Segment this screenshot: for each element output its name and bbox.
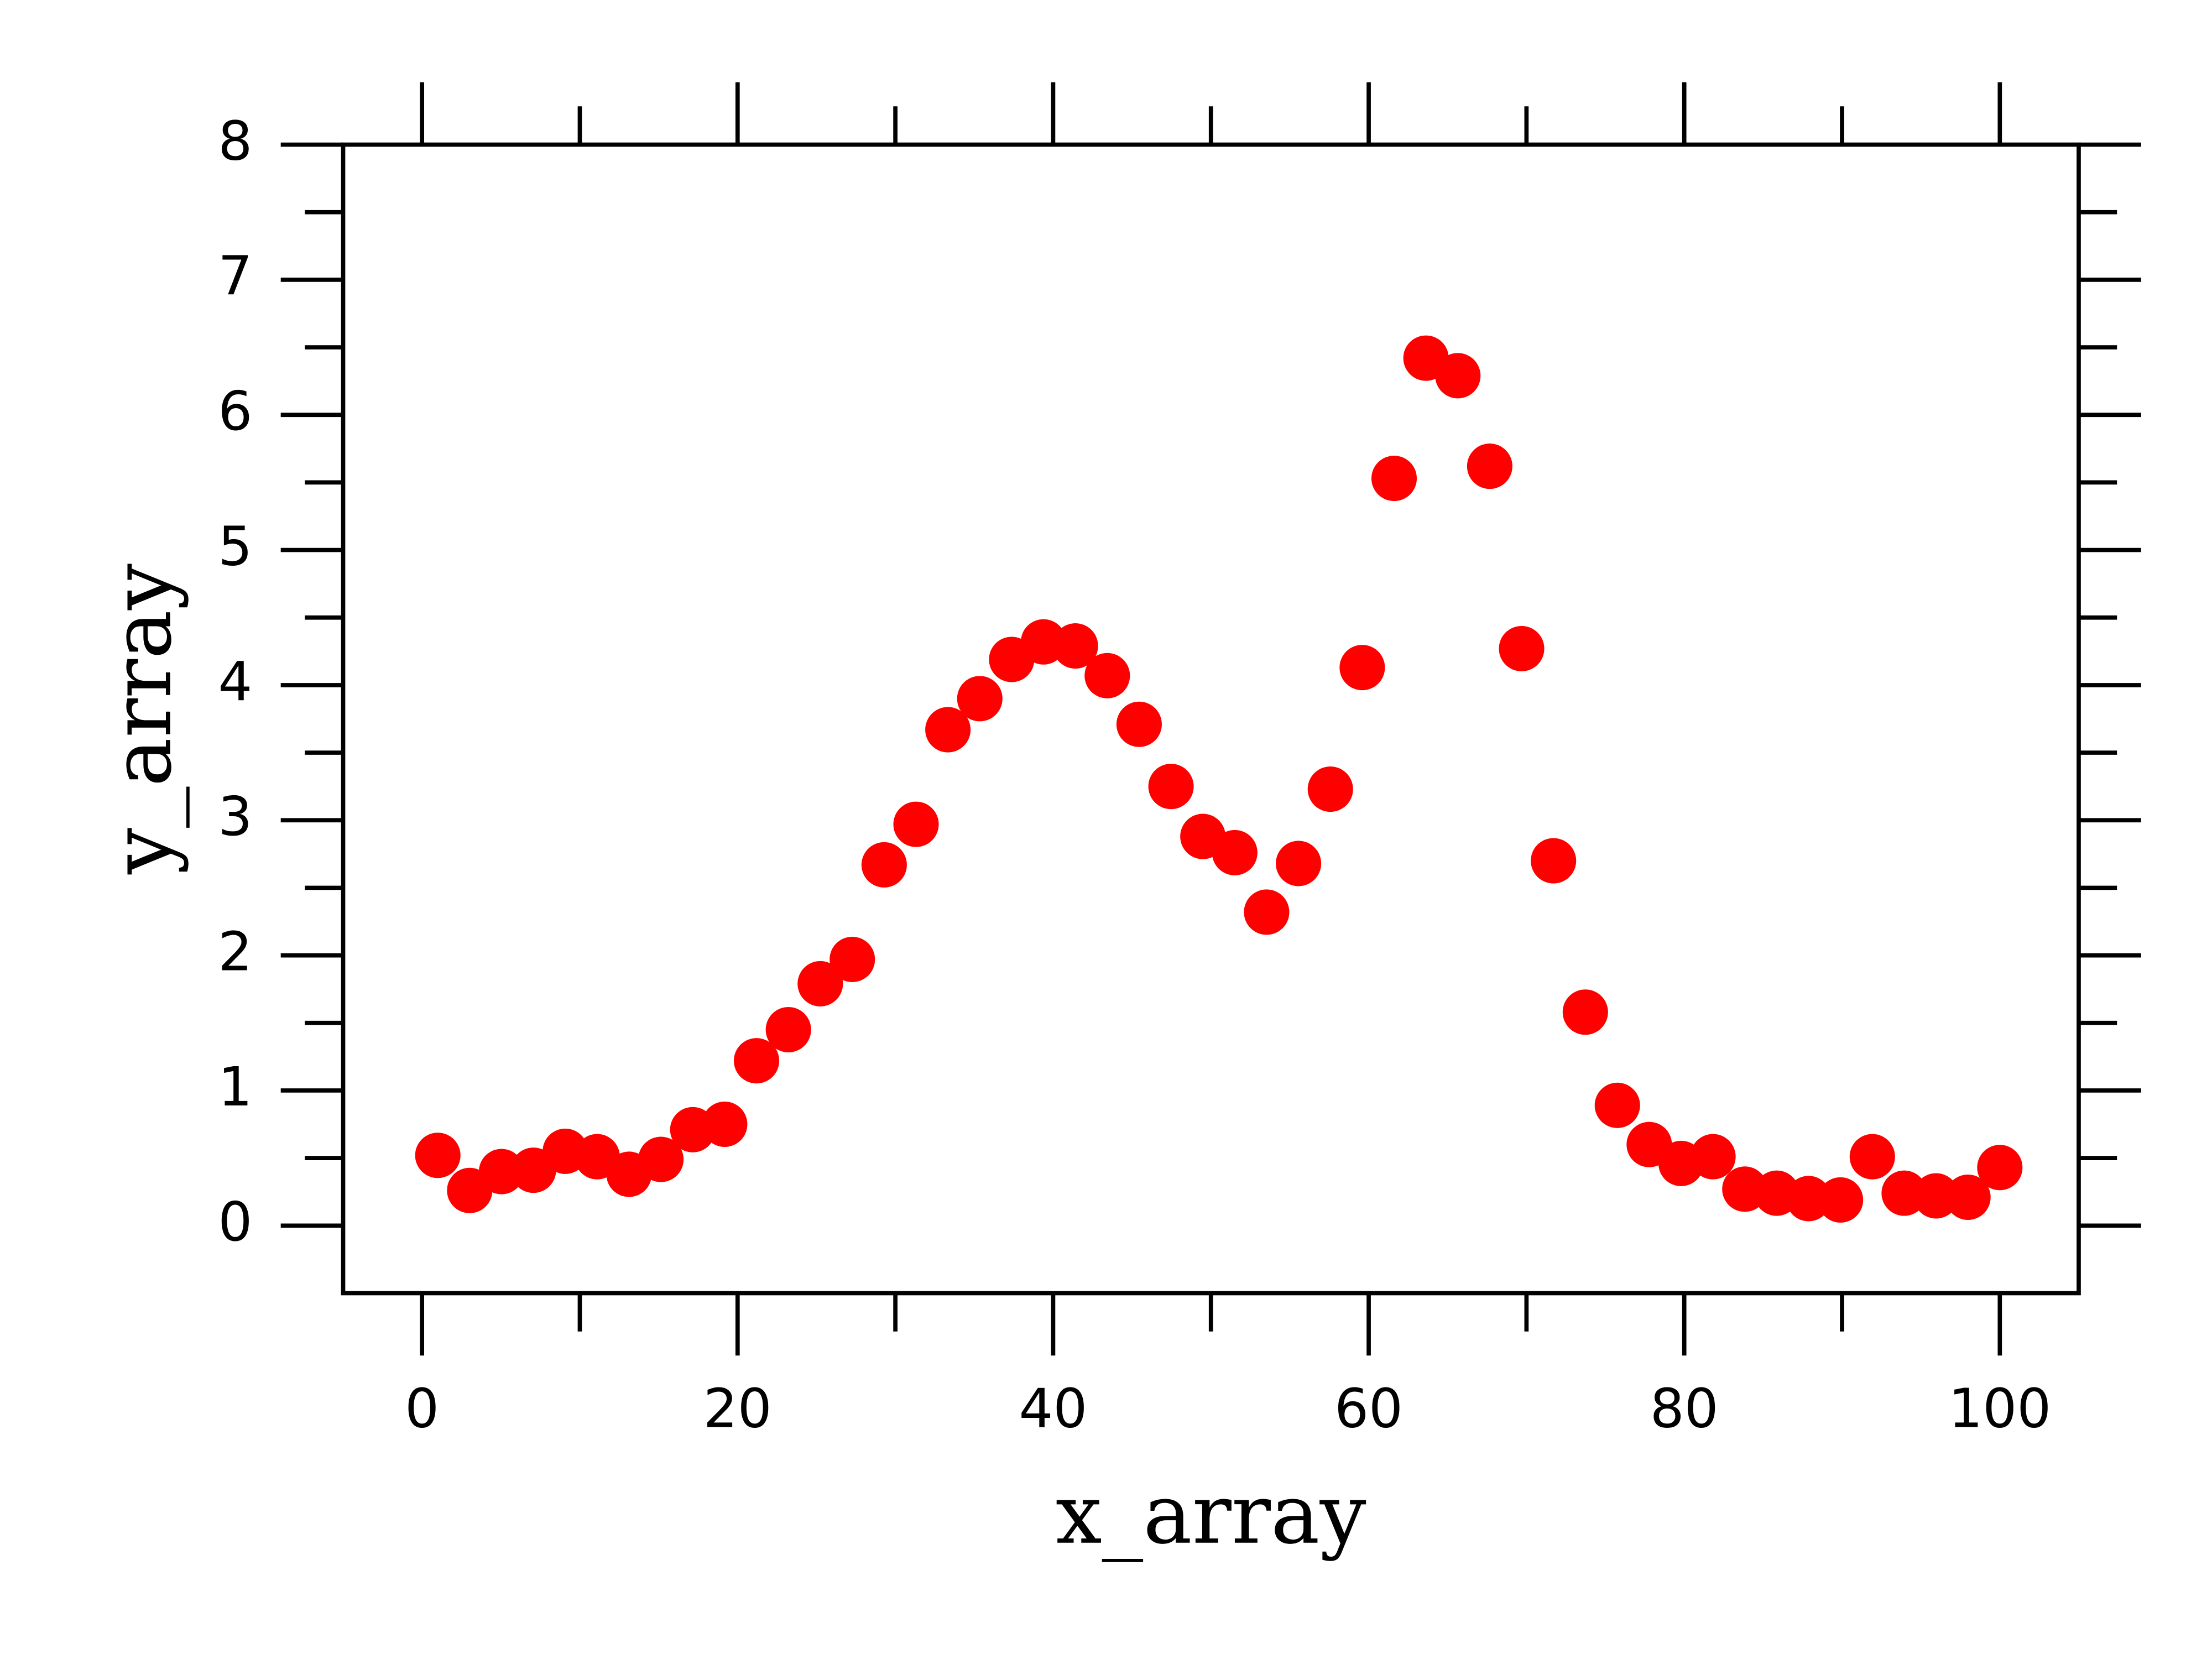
plot-frame [341,142,2081,1296]
point [638,1136,684,1182]
point [702,1102,748,1147]
x-tick-label: 0 [405,1378,439,1440]
x-tick-label: 20 [703,1378,772,1440]
point [1945,1174,1991,1220]
point [957,676,1003,722]
x-tick-label: 40 [1019,1378,1087,1440]
point [1849,1134,1895,1180]
y-tick-label: 7 [218,245,252,307]
point [1786,1176,1832,1222]
point [925,707,971,753]
x-tick-label: 60 [1334,1378,1403,1440]
point [1499,625,1545,671]
point [1276,841,1322,886]
point [478,1149,524,1194]
y-tick-label: 6 [218,380,252,442]
y-tick-label: 4 [218,650,252,713]
y-tick-label: 8 [218,109,252,172]
point [1690,1134,1736,1180]
point [1435,353,1481,399]
y-tick-label: 5 [218,515,252,577]
point [1467,444,1512,489]
point [1212,830,1258,875]
point [765,1006,811,1053]
point [1148,764,1194,810]
point [830,936,875,982]
y-tick-label: 2 [218,920,252,983]
x-tick-label: 80 [1650,1378,1719,1440]
point [415,1133,461,1178]
point [1052,623,1098,669]
point [893,801,939,847]
y-tick-label: 3 [218,785,252,848]
point [1371,456,1417,502]
x-axis-label: x_array [1056,1467,1366,1563]
point [1084,653,1130,698]
y-tick-label: 0 [218,1191,252,1253]
point [1116,701,1162,747]
point [1531,838,1577,884]
point [797,961,843,1006]
point [1562,989,1608,1035]
point [1818,1177,1864,1223]
point [1977,1145,2023,1191]
point [1307,766,1353,812]
point [734,1038,780,1084]
y-axis-label: y_array [95,564,190,875]
point [1339,645,1385,691]
x-tick-label: 100 [1948,1378,2051,1440]
point [1244,889,1290,935]
point [861,842,907,888]
y-tick-label: 1 [218,1056,252,1118]
point [1594,1082,1640,1128]
point [1913,1173,1959,1219]
